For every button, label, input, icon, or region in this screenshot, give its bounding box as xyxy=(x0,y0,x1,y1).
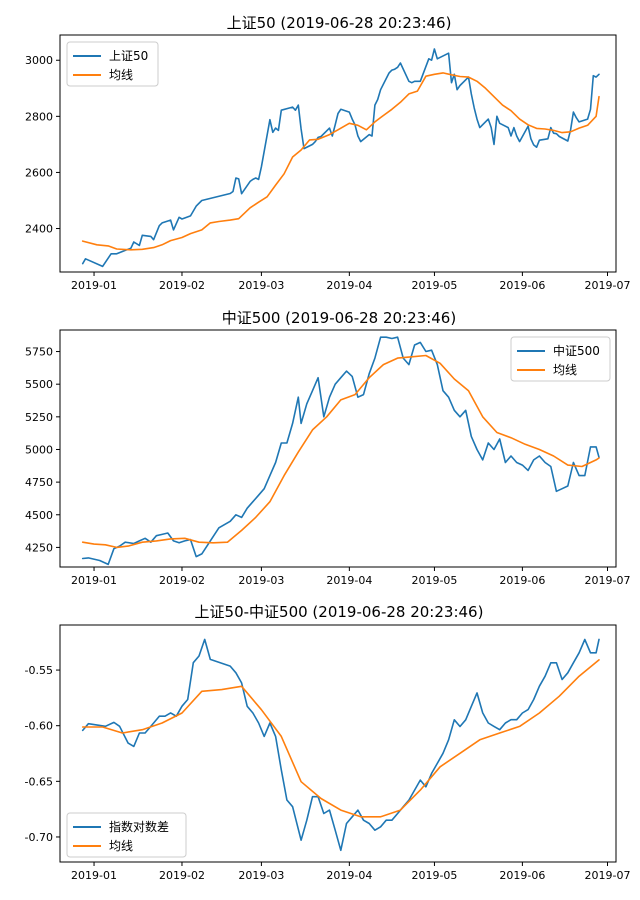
x-tick-label: 2019-04 xyxy=(326,279,372,292)
x-tick-label: 2019-02 xyxy=(159,869,205,882)
x-tick-label: 2019-03 xyxy=(238,574,284,587)
y-tick-label: -0.60 xyxy=(25,720,53,733)
series-lines xyxy=(81,638,600,852)
legend-label-ma: 均线 xyxy=(109,839,133,853)
x-tick-label: 2019-05 xyxy=(411,869,457,882)
x-tick-label: 2019-07 xyxy=(585,279,631,292)
x-tick-label: 2019-01 xyxy=(71,574,117,587)
legend-label-log-diff: 指数对数差 xyxy=(109,819,169,834)
x-tick-label: 2019-04 xyxy=(326,869,372,882)
series-line-moving-average xyxy=(81,354,600,549)
y-tick-label: 5250 xyxy=(25,411,53,424)
chart-title: 中证500 (2019-06-28 20:23:46) xyxy=(222,309,456,327)
legend-label-ma: 均线 xyxy=(109,68,133,82)
legend: 指数对数差 均线 xyxy=(66,812,187,858)
y-tick-label: 2600 xyxy=(25,166,53,179)
y-tick-label: 5750 xyxy=(25,346,53,359)
x-tick-label: 2019-05 xyxy=(411,574,457,587)
x-tick-label: 2019-03 xyxy=(238,869,284,882)
chart-panel-spread: 上证50-中证500 (2019-06-28 20:23:46) 2019-01… xyxy=(25,603,631,882)
series-line-moving-average xyxy=(81,72,600,251)
series-line-index xyxy=(81,638,600,852)
chart-panel-csi500: 中证500 (2019-06-28 20:23:46) 2019-01 2019-… xyxy=(25,309,630,587)
x-tick-label: 2019-06 xyxy=(499,279,545,292)
plot-area xyxy=(59,624,617,863)
x-tick-label: 2019-04 xyxy=(326,574,372,587)
x-tick-label: 2019-01 xyxy=(71,279,117,292)
y-tick-label: 2400 xyxy=(25,223,53,236)
y-tick-label: 5000 xyxy=(25,443,53,456)
y-tick-label: 4500 xyxy=(25,509,53,522)
x-tick-label: 2019-01 xyxy=(71,869,117,882)
y-tick-label: 4250 xyxy=(25,541,53,554)
plot-area xyxy=(59,329,617,568)
chart-panel-sse50: 上证50 (2019-06-28 20:23:46) 2019-01 2019-0… xyxy=(25,14,630,292)
x-tick-label: 2019-06 xyxy=(499,574,545,587)
series-lines xyxy=(81,336,600,566)
y-tick-label: 5500 xyxy=(25,378,53,391)
y-tick-label: -0.55 xyxy=(25,664,53,677)
x-tick-label: 2019-07 xyxy=(585,574,631,587)
series-line-index xyxy=(81,48,600,268)
series-line-index xyxy=(81,336,600,566)
series-lines xyxy=(81,48,600,268)
axis-ticks: 2019-01 2019-02 2019-03 2019-04 2019-05 2019-… xyxy=(25,664,631,882)
x-tick-label: 2019-07 xyxy=(585,869,631,882)
y-tick-label: 4750 xyxy=(25,476,53,489)
x-tick-label: 2019-06 xyxy=(499,869,545,882)
legend: 中证500 均线 xyxy=(510,336,611,382)
legend-label-ma: 均线 xyxy=(553,363,577,377)
y-tick-label: 2800 xyxy=(25,110,53,123)
axis-ticks: 2019-01 2019-02 2019-03 2019-04 2019-05 2019-… xyxy=(25,54,630,292)
axis-ticks: 2019-01 2019-02 2019-03 2019-04 2019-05 2019-… xyxy=(25,346,630,587)
x-tick-label: 2019-03 xyxy=(238,279,284,292)
x-tick-label: 2019-02 xyxy=(159,574,205,587)
y-tick-label: -0.70 xyxy=(25,831,53,844)
chart-title: 上证50-中证500 (2019-06-28 20:23:46) xyxy=(195,603,484,621)
plot-area xyxy=(59,34,617,273)
y-tick-label: 3000 xyxy=(25,54,53,67)
x-tick-label: 2019-02 xyxy=(159,279,205,292)
legend-label-csi500: 中证500 xyxy=(553,343,600,358)
y-tick-label: -0.65 xyxy=(25,775,53,788)
legend: 上证50 均线 xyxy=(66,41,159,87)
chart-title: 上证50 (2019-06-28 20:23:46) xyxy=(227,14,452,32)
series-line-moving-average xyxy=(81,659,600,818)
legend-label-sse50: 上证50 xyxy=(109,49,148,63)
x-tick-label: 2019-05 xyxy=(411,279,457,292)
